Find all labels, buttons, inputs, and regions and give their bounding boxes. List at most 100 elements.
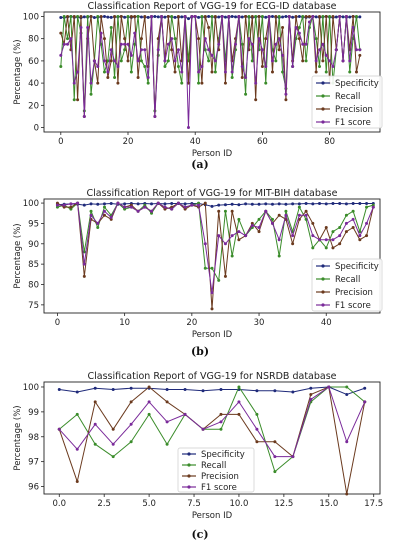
data-point bbox=[257, 217, 261, 221]
data-point bbox=[82, 15, 86, 19]
series-line bbox=[59, 386, 365, 395]
data-point bbox=[331, 14, 335, 18]
data-point bbox=[66, 42, 70, 46]
data-point bbox=[264, 37, 268, 41]
data-point bbox=[291, 202, 295, 206]
data-point bbox=[116, 64, 120, 68]
y-tick-label: 100 bbox=[23, 199, 39, 209]
data-point bbox=[264, 209, 268, 213]
legend-marker bbox=[187, 474, 191, 478]
data-point bbox=[180, 15, 184, 19]
data-point bbox=[358, 53, 362, 57]
series-line bbox=[60, 15, 361, 112]
legend: Specificity Recall Precision F1 score bbox=[311, 75, 383, 129]
data-point bbox=[170, 201, 174, 205]
data-point bbox=[234, 15, 238, 19]
data-point bbox=[201, 389, 205, 393]
data-point bbox=[327, 385, 331, 389]
data-point bbox=[89, 202, 93, 206]
data-point bbox=[136, 209, 140, 213]
data-point bbox=[146, 81, 150, 85]
x-tick-label: 5.0 bbox=[142, 499, 156, 509]
data-point bbox=[267, 14, 271, 18]
data-point bbox=[351, 14, 355, 18]
data-point bbox=[217, 234, 221, 238]
data-point bbox=[92, 59, 96, 63]
data-point bbox=[255, 440, 259, 444]
data-point bbox=[210, 70, 214, 74]
data-point bbox=[163, 205, 167, 209]
data-point bbox=[365, 234, 369, 238]
data-point bbox=[102, 14, 106, 18]
data-point bbox=[180, 70, 184, 74]
data-point bbox=[66, 14, 70, 18]
y-tick-label: 60 bbox=[28, 57, 39, 67]
data-point bbox=[223, 274, 227, 278]
x-tick-label: 40 bbox=[190, 137, 201, 147]
legend-label: Precision bbox=[335, 288, 373, 298]
data-point bbox=[200, 14, 204, 18]
data-point bbox=[190, 203, 194, 207]
data-point bbox=[213, 59, 217, 63]
data-point bbox=[123, 205, 127, 209]
data-point bbox=[230, 202, 234, 206]
series-f1-score bbox=[59, 14, 362, 130]
data-point bbox=[341, 15, 345, 19]
data-point bbox=[291, 455, 295, 459]
panel-c: Classification Report of VGG-19 for NSRD… bbox=[0, 368, 400, 550]
data-point bbox=[203, 37, 207, 41]
data-point bbox=[297, 202, 301, 206]
data-point bbox=[237, 412, 241, 416]
data-point bbox=[311, 221, 315, 225]
data-point bbox=[237, 385, 241, 389]
data-point bbox=[153, 14, 157, 18]
x-tick-label: 40 bbox=[321, 318, 332, 328]
data-point bbox=[358, 201, 362, 205]
data-point bbox=[109, 59, 113, 63]
data-point bbox=[79, 26, 83, 30]
data-point bbox=[338, 14, 342, 18]
data-point bbox=[240, 42, 244, 46]
data-point bbox=[348, 59, 352, 63]
data-point bbox=[217, 209, 221, 213]
data-point bbox=[331, 201, 335, 205]
data-point bbox=[257, 230, 261, 234]
data-point bbox=[62, 42, 66, 46]
data-point bbox=[220, 14, 224, 18]
data-point bbox=[219, 387, 223, 391]
data-point bbox=[244, 202, 248, 206]
data-point bbox=[230, 14, 234, 18]
data-point bbox=[116, 81, 120, 85]
x-tick-label: 10.0 bbox=[229, 499, 248, 509]
legend-label: F1 score bbox=[201, 483, 237, 493]
data-point bbox=[75, 412, 79, 416]
data-point bbox=[129, 14, 133, 18]
data-point bbox=[111, 387, 115, 391]
data-point bbox=[210, 204, 214, 208]
data-point bbox=[277, 48, 281, 52]
legend-label: Specificity bbox=[201, 450, 245, 460]
data-point bbox=[264, 64, 268, 68]
series-line bbox=[58, 386, 366, 458]
data-point bbox=[113, 14, 117, 18]
data-point bbox=[57, 427, 61, 431]
data-point bbox=[274, 59, 278, 63]
data-point bbox=[207, 26, 211, 30]
data-point bbox=[240, 64, 244, 68]
data-point bbox=[113, 59, 117, 63]
data-point bbox=[59, 64, 63, 68]
data-point bbox=[163, 15, 167, 19]
data-point bbox=[210, 53, 214, 57]
data-point bbox=[89, 81, 93, 85]
data-point bbox=[348, 15, 352, 19]
data-point bbox=[230, 234, 234, 238]
data-point bbox=[156, 15, 160, 19]
data-point bbox=[139, 37, 143, 41]
data-point bbox=[341, 59, 345, 63]
panel-b: Classification Report of VGG-19 for MIT-… bbox=[0, 181, 400, 367]
data-point bbox=[240, 15, 244, 19]
data-point bbox=[82, 250, 86, 254]
y-axis-label: Percentage (%) bbox=[13, 39, 23, 104]
data-point bbox=[358, 238, 362, 242]
data-point bbox=[210, 291, 214, 295]
